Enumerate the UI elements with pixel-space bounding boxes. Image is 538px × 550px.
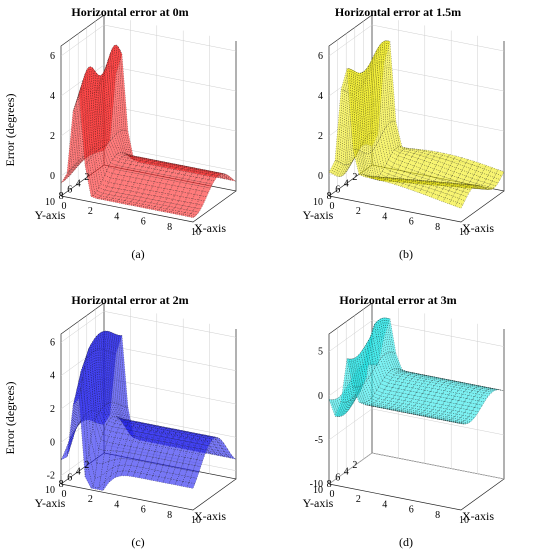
panel-caption: (c)	[131, 535, 144, 549]
y-tick-3: 8	[59, 479, 64, 490]
x-tick-2: 4	[114, 211, 119, 222]
y-tick-4: 10	[313, 197, 323, 208]
y-axis-label: Y-axis	[303, 496, 334, 510]
z-tick-3: 4	[50, 371, 55, 382]
y-tick-2: 6	[335, 473, 340, 484]
x-tick-3: 6	[141, 217, 146, 228]
x-tick-0: 0	[62, 201, 67, 212]
side-wall-y	[60, 14, 105, 196]
x-tick-5: 10	[191, 515, 201, 526]
x-tick-4: 8	[435, 510, 440, 521]
y-tick-1: 4	[344, 466, 349, 477]
z-axis-label: Error (degrees)	[3, 94, 17, 167]
z-tick-2: 2	[50, 404, 55, 415]
x-tick-0: 0	[330, 201, 335, 212]
x-tick-0: 0	[62, 489, 67, 500]
z-tick-0: -2	[47, 471, 55, 482]
z-tick-0: 0	[318, 171, 323, 182]
y-axis-label: Y-axis	[303, 208, 334, 222]
z-tick-0: 0	[50, 171, 55, 182]
floor-edge-front	[60, 190, 237, 223]
y-tick-4: 10	[45, 197, 55, 208]
z-tick-1: 2	[50, 131, 55, 142]
x-tick-1: 2	[88, 494, 93, 505]
z-axis-label: Error (degrees)	[3, 382, 17, 455]
y-tick-4: 10	[45, 485, 55, 496]
panel-caption: (a)	[131, 247, 144, 261]
x-tick-3: 6	[141, 505, 146, 516]
side-wall-y	[328, 14, 373, 196]
surface-mesh	[60, 330, 237, 491]
y-tick-4: 10	[313, 485, 323, 496]
x-tick-3: 6	[409, 217, 414, 228]
panel-caption: (b)	[399, 247, 413, 261]
x-axis-label: X-axis	[462, 509, 494, 523]
x-tick-4: 8	[167, 222, 172, 233]
z-tick-1: 2	[318, 131, 323, 142]
floor-edge-front	[328, 190, 505, 223]
z-tick-3: 5	[318, 347, 323, 358]
chart-title: Horizontal error at 0m	[71, 5, 188, 19]
x-axis-label: X-axis	[462, 221, 494, 235]
y-tick-1: 4	[76, 466, 81, 477]
x-tick-5: 10	[459, 515, 469, 526]
floor-edge-front	[328, 478, 505, 511]
x-tick-5: 10	[191, 227, 201, 238]
y-tick-3: 8	[327, 479, 332, 490]
y-tick-3: 8	[327, 191, 332, 202]
z-tick-2: 0	[318, 391, 323, 402]
x-tick-1: 2	[356, 494, 361, 505]
y-tick-1: 4	[344, 178, 349, 189]
y-tick-2: 6	[67, 185, 72, 196]
chart-title: Horizontal error at 1.5m	[335, 5, 461, 19]
y-tick-1: 4	[76, 178, 81, 189]
x-axis-label: X-axis	[194, 221, 226, 235]
floor-edge-front	[60, 478, 237, 511]
x-axis-label: X-axis	[194, 509, 226, 523]
z-tick-3: 6	[50, 51, 55, 62]
surface-mesh	[60, 44, 237, 218]
y-tick-2: 6	[67, 473, 72, 484]
y-tick-0: 2	[352, 172, 357, 183]
y-tick-0: 2	[84, 460, 89, 471]
y-tick-0: 2	[84, 172, 89, 183]
x-tick-5: 10	[459, 227, 469, 238]
x-tick-1: 2	[88, 206, 93, 217]
z-tick-3: 6	[318, 51, 323, 62]
surface-mesh	[328, 40, 505, 209]
surface-mesh	[328, 317, 505, 425]
panel-caption: (d)	[399, 535, 413, 549]
z-tick-2: 4	[318, 91, 323, 102]
x-tick-3: 6	[409, 505, 414, 516]
x-tick-0: 0	[330, 489, 335, 500]
x-tick-4: 8	[435, 222, 440, 233]
z-tick-1: 0	[50, 437, 55, 448]
x-tick-1: 2	[356, 206, 361, 217]
x-tick-2: 4	[382, 499, 387, 510]
chart-title: Horizontal error at 3m	[339, 293, 456, 307]
x-tick-2: 4	[382, 211, 387, 222]
y-tick-0: 2	[352, 460, 357, 471]
x-tick-2: 4	[114, 499, 119, 510]
side-wall-y	[60, 302, 105, 484]
y-axis-label: Y-axis	[35, 496, 66, 510]
chart-title: Horizontal error at 2m	[71, 293, 188, 307]
z-tick-4: 6	[50, 337, 55, 348]
z-tick-1: -5	[315, 435, 323, 446]
z-tick-0: -10	[310, 479, 323, 490]
y-tick-3: 8	[59, 191, 64, 202]
side-wall-y	[328, 302, 373, 484]
y-axis-label: Y-axis	[35, 208, 66, 222]
x-tick-4: 8	[167, 510, 172, 521]
z-tick-2: 4	[50, 91, 55, 102]
y-tick-2: 6	[335, 185, 340, 196]
